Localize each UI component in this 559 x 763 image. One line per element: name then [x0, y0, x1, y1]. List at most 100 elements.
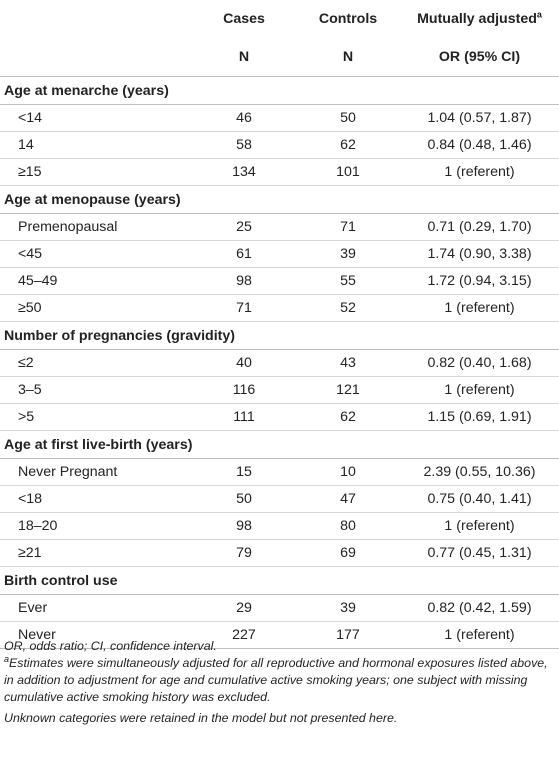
section-header-row: Number of pregnancies (gravidity) — [0, 321, 559, 350]
table-body: Age at menarche (years) <14 46 50 1.04 (0.57… — [0, 76, 559, 649]
section-title: Number of pregnancies (gravidity) — [0, 321, 559, 350]
row-label: <45 — [0, 240, 192, 268]
results-table: Cases Controls Mutually adjusteda N N OR… — [0, 0, 559, 649]
footnote-abbreviations: OR, odds ratio; CI, confidence interval. — [4, 639, 217, 653]
controls-count: 55 — [296, 267, 400, 295]
header-n-cases: N — [238, 49, 250, 65]
cases-count: 25 — [192, 213, 296, 241]
section-title: Age at menarche (years) — [0, 76, 559, 105]
controls-count: 80 — [296, 512, 400, 540]
controls-count: 47 — [296, 485, 400, 513]
table-row: ≥21 79 69 0.77 (0.45, 1.31) — [0, 539, 559, 567]
cases-count: 116 — [192, 376, 296, 404]
header-cases: Cases — [223, 11, 265, 27]
section-title: Age at menopause (years) — [0, 185, 559, 214]
odds-ratio-ci: 0.84 (0.48, 1.46) — [400, 131, 559, 159]
controls-count: 39 — [296, 594, 400, 622]
controls-count: 62 — [296, 403, 400, 431]
section-header-row: Age at menopause (years) — [0, 185, 559, 214]
cases-count: 29 — [192, 594, 296, 622]
controls-count: 69 — [296, 539, 400, 567]
odds-ratio-ci: 0.77 (0.45, 1.31) — [400, 539, 559, 567]
table-row: 3–5 116 121 1 (referent) — [0, 376, 559, 404]
controls-count: 52 — [296, 294, 400, 322]
table-row: 14 58 62 0.84 (0.48, 1.46) — [0, 131, 559, 159]
header-n-controls: N — [342, 49, 354, 65]
row-label: ≥15 — [0, 158, 192, 186]
odds-ratio-ci: 0.82 (0.42, 1.59) — [400, 594, 559, 622]
cases-count: 50 — [192, 485, 296, 513]
controls-count: 71 — [296, 213, 400, 241]
row-label: Ever — [0, 594, 192, 622]
header-row-2: N N OR (95% CI) — [0, 38, 559, 77]
footnote-a-text: Estimates were simultaneously adjusted f… — [4, 656, 548, 704]
cases-count: 46 — [192, 104, 296, 132]
controls-count: 50 — [296, 104, 400, 132]
section-title: Age at first live-birth (years) — [0, 430, 559, 459]
table-row: <14 46 50 1.04 (0.57, 1.87) — [0, 104, 559, 132]
footnote-a-marker: a — [536, 9, 542, 20]
header-mutually-adjusted: Mutually adjusteda — [400, 0, 559, 38]
footnote-unknown: Unknown categories were retained in the … — [4, 711, 398, 725]
odds-ratio-ci: 1 (referent) — [400, 294, 559, 322]
odds-ratio-ci: 1.04 (0.57, 1.87) — [400, 104, 559, 132]
section-header-row: Age at menarche (years) — [0, 76, 559, 105]
row-label: 45–49 — [0, 267, 192, 295]
row-label: >5 — [0, 403, 192, 431]
table-row: ≥15 134 101 1 (referent) — [0, 158, 559, 186]
cases-count: 134 — [192, 158, 296, 186]
header-row-1: Cases Controls Mutually adjusteda — [0, 0, 559, 38]
cases-count: 71 — [192, 294, 296, 322]
section-title: Birth control use — [0, 566, 559, 595]
table-row: 45–49 98 55 1.72 (0.94, 3.15) — [0, 267, 559, 295]
cases-count: 58 — [192, 131, 296, 159]
table-row: Never Pregnant 15 10 2.39 (0.55, 10.36) — [0, 458, 559, 486]
row-label: ≤2 — [0, 349, 192, 377]
row-label: Never — [0, 621, 192, 649]
odds-ratio-ci: 0.75 (0.40, 1.41) — [400, 485, 559, 513]
cases-count: 111 — [192, 403, 296, 431]
odds-ratio-ci: 0.82 (0.40, 1.68) — [400, 349, 559, 377]
footnote-a: aEstimates were simultaneously adjusted … — [4, 653, 556, 706]
table-row: <18 50 47 0.75 (0.40, 1.41) — [0, 485, 559, 513]
cases-count: 227 — [192, 621, 296, 649]
table-footnotes: OR, odds ratio; CI, confidence interval.… — [4, 638, 556, 727]
controls-count: 39 — [296, 240, 400, 268]
row-label: 18–20 — [0, 512, 192, 540]
controls-count: 101 — [296, 158, 400, 186]
table-row: Premenopausal 25 71 0.71 (0.29, 1.70) — [0, 213, 559, 241]
table-row: ≥50 71 52 1 (referent) — [0, 294, 559, 322]
odds-ratio-ci: 1 (referent) — [400, 621, 559, 649]
row-label: 3–5 — [0, 376, 192, 404]
section-header-row: Birth control use — [0, 566, 559, 595]
controls-count: 10 — [296, 458, 400, 486]
row-label: ≥50 — [0, 294, 192, 322]
odds-ratio-ci: 1 (referent) — [400, 512, 559, 540]
cases-count: 79 — [192, 539, 296, 567]
row-label: ≥21 — [0, 539, 192, 567]
controls-count: 43 — [296, 349, 400, 377]
cases-count: 98 — [192, 512, 296, 540]
row-label: Premenopausal — [0, 213, 192, 241]
row-label: Never Pregnant — [0, 458, 192, 486]
table-container: Cases Controls Mutually adjusteda N N OR… — [0, 0, 559, 725]
odds-ratio-ci: 1.74 (0.90, 3.38) — [400, 240, 559, 268]
controls-count: 121 — [296, 376, 400, 404]
table-row: >5 111 62 1.15 (0.69, 1.91) — [0, 403, 559, 431]
table-row: Ever 29 39 0.82 (0.42, 1.59) — [0, 594, 559, 622]
header-blank-2 — [0, 38, 192, 77]
header-controls: Controls — [318, 11, 378, 27]
odds-ratio-ci: 2.39 (0.55, 10.36) — [400, 458, 559, 486]
table-row: Never 227 177 1 (referent) — [0, 621, 559, 649]
cases-count: 61 — [192, 240, 296, 268]
cases-count: 15 — [192, 458, 296, 486]
table-row: ≤2 40 43 0.82 (0.40, 1.68) — [0, 349, 559, 377]
header-mutually-adjusted-text: Mutually adjusted — [417, 11, 537, 27]
row-label: <18 — [0, 485, 192, 513]
header-or-ci: OR (95% CI) — [438, 49, 521, 65]
table-row: <45 61 39 1.74 (0.90, 3.38) — [0, 240, 559, 268]
footnote-a-sup: a — [4, 653, 10, 664]
odds-ratio-ci: 1 (referent) — [400, 158, 559, 186]
row-label: <14 — [0, 104, 192, 132]
row-label: 14 — [0, 131, 192, 159]
